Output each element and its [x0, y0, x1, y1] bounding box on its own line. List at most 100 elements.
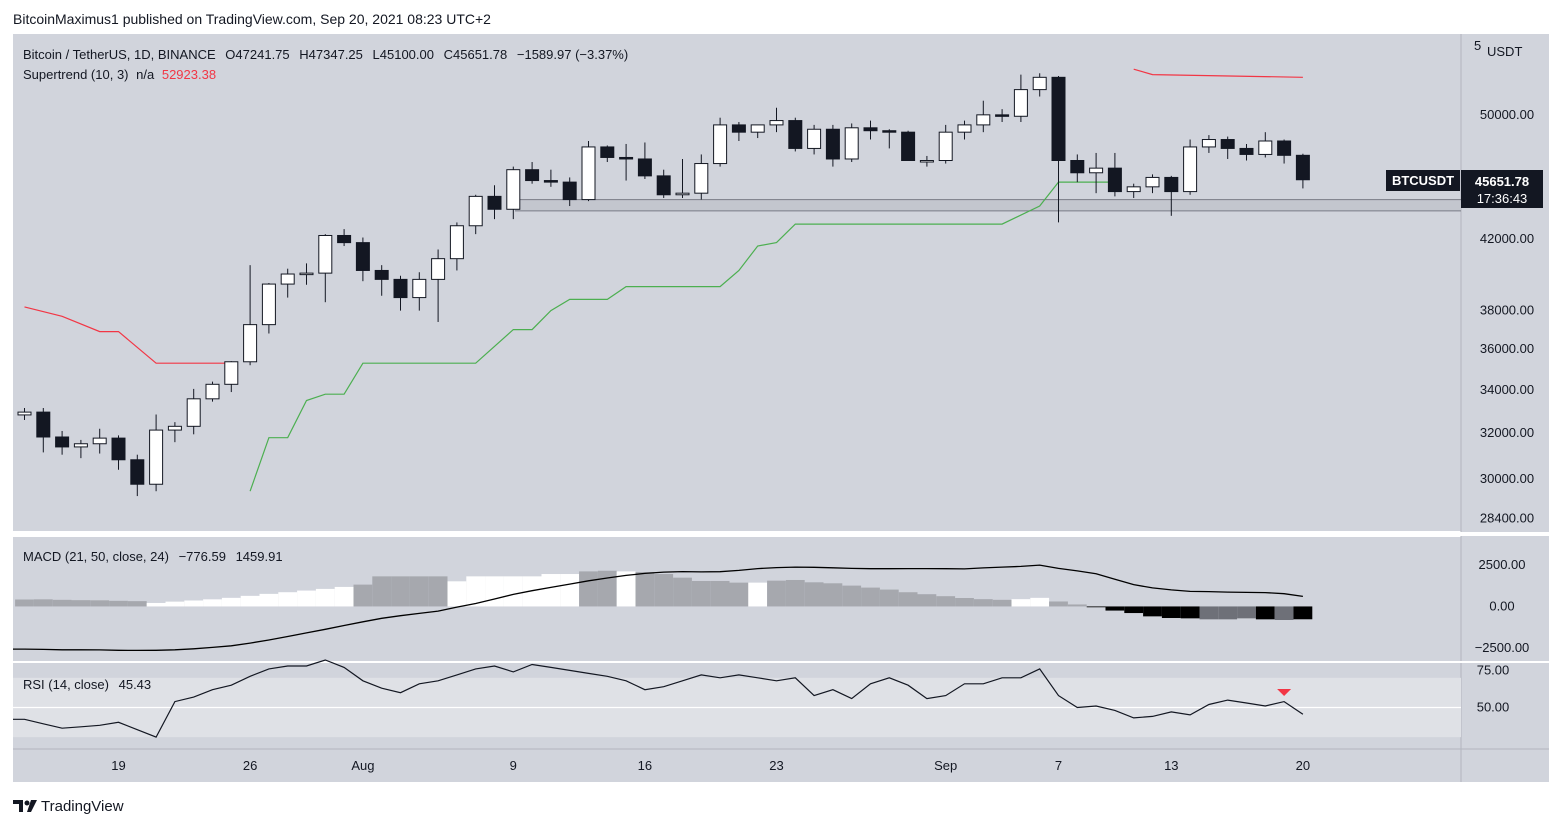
time-axis-label: Aug — [351, 758, 374, 773]
candle — [92, 428, 107, 454]
candle — [1183, 139, 1198, 195]
candle — [901, 130, 916, 161]
candle-body — [600, 146, 615, 158]
price-axis-label: 28400.00 — [1480, 510, 1534, 525]
candle — [111, 435, 126, 470]
candle — [938, 124, 953, 164]
macd-histogram-bar — [1218, 606, 1238, 620]
bearish-divergence-arrow — [1277, 689, 1292, 696]
candle-body — [1183, 146, 1198, 193]
time-axis-label: 23 — [769, 758, 783, 773]
candle — [619, 143, 634, 181]
legend-change: −1589.97 (−3.37%) — [517, 47, 628, 62]
candle — [675, 158, 690, 198]
macd-histogram-bar — [109, 600, 128, 607]
candle — [149, 414, 164, 492]
macd-histogram-bar — [1049, 601, 1068, 607]
macd-line — [13, 564, 1303, 652]
candle — [1164, 175, 1179, 216]
currency-label: USDT — [1487, 44, 1522, 59]
macd-histogram-bar — [203, 599, 222, 607]
candle-body — [1032, 76, 1047, 91]
macd-histogram-bar — [898, 592, 918, 607]
candle-body — [393, 278, 408, 299]
macd-histogram-bar — [710, 580, 730, 607]
macd-histogram-bar — [541, 574, 561, 607]
price-axis-label: 32000.00 — [1480, 425, 1534, 440]
candle-body — [750, 124, 765, 133]
legend-supertrend-value: 52923.38 — [162, 67, 216, 82]
candle-body — [938, 131, 953, 161]
candle-body — [694, 163, 709, 194]
time-axis-label: 16 — [638, 758, 652, 773]
candle — [1032, 73, 1047, 97]
candle — [543, 169, 558, 187]
macd-histogram-bar — [597, 570, 617, 607]
candle — [882, 129, 897, 149]
macd-histogram-bar — [992, 599, 1012, 607]
candle-body — [374, 269, 389, 280]
macd-histogram-bar — [917, 594, 937, 607]
price-badge-value: 45651.78 — [1475, 174, 1529, 189]
macd-histogram-bar — [1274, 606, 1294, 620]
candle — [468, 194, 483, 235]
candle-body — [1013, 89, 1028, 117]
macd-histogram-bar — [729, 582, 749, 607]
macd-histogram-bar — [1199, 606, 1219, 620]
candle-body — [656, 175, 671, 196]
macd-histogram-bar — [616, 571, 636, 607]
tradingview-logo-icon — [13, 800, 37, 812]
candle-body — [186, 398, 201, 427]
macd-histogram-bar — [409, 576, 429, 607]
candle-body — [1070, 159, 1085, 174]
macd-histogram-bar — [165, 601, 185, 607]
macd-histogram-bar — [184, 600, 204, 607]
candle — [825, 124, 840, 167]
candle — [1239, 143, 1254, 161]
price-axis-label: 30000.00 — [1480, 471, 1534, 486]
candle — [731, 122, 746, 141]
legend-rsi-label: RSI (14, close) — [23, 677, 109, 692]
macd-histogram-bar — [485, 576, 504, 607]
candle-body — [449, 225, 464, 260]
legend-macd-label: MACD (21, 50, close, 24) — [23, 549, 169, 564]
candle-body — [224, 361, 239, 385]
macd-histogram-bar — [240, 595, 260, 607]
supertrend-down-line — [1133, 68, 1303, 78]
macd-histogram-bar — [804, 582, 824, 607]
macd-histogram-bar — [259, 593, 279, 607]
candle — [449, 222, 464, 271]
candle — [976, 100, 991, 133]
candle — [1089, 152, 1104, 194]
candle-body — [1258, 140, 1273, 155]
candle-body — [562, 181, 577, 201]
macd-histogram-bar — [823, 583, 843, 607]
candle — [506, 166, 521, 220]
candle — [224, 361, 239, 393]
legend-rsi: RSI (14, close) 45.43 — [23, 677, 151, 692]
macd-histogram-bar — [522, 576, 542, 607]
time-axis-label: 9 — [510, 758, 517, 773]
candle — [1258, 132, 1273, 158]
macd-histogram-bar — [1030, 597, 1050, 607]
candle-body — [863, 127, 878, 132]
candle — [374, 265, 389, 296]
candle — [318, 234, 333, 303]
candle-body — [17, 411, 32, 416]
legend-supertrend-na: n/a — [136, 67, 155, 82]
candle — [713, 117, 728, 167]
macd-histogram-bar — [691, 580, 711, 607]
candle — [355, 237, 370, 282]
macd-histogram-bar — [428, 576, 448, 607]
candle-body — [769, 120, 784, 126]
candle-body — [581, 146, 596, 201]
time-axis-label: 7 — [1055, 758, 1062, 773]
macd-histogram-bar — [447, 581, 467, 607]
candle-body — [1089, 167, 1104, 174]
candle-body — [73, 443, 88, 448]
macd-histogram-bar — [90, 600, 110, 607]
macd-histogram-bar — [71, 600, 91, 607]
candle-body — [1201, 139, 1216, 148]
candle-body — [205, 383, 220, 400]
